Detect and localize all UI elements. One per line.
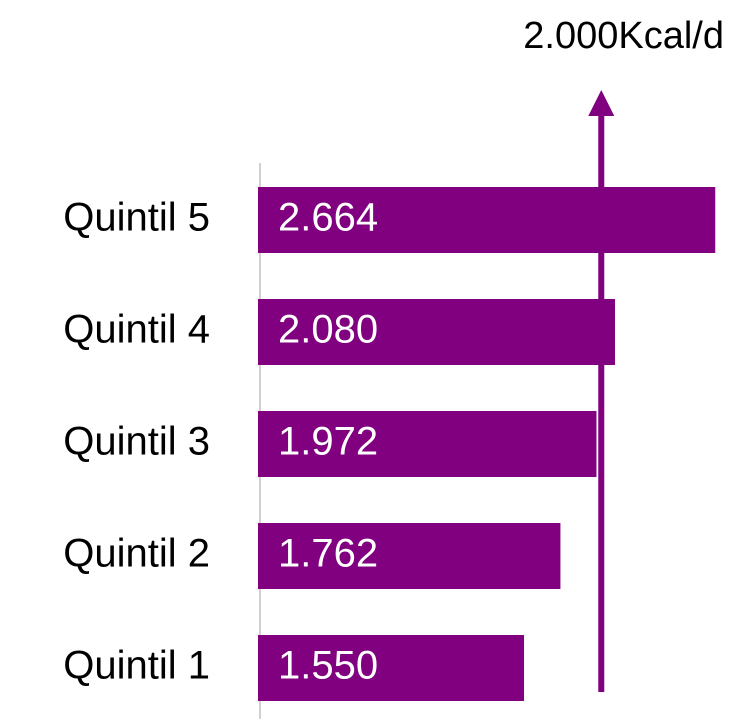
reference-label: 2.000Kcal/d [523, 15, 724, 57]
category-label: Quintil 2 [63, 532, 210, 576]
value-label: 1.972 [278, 420, 378, 464]
value-label: 2.664 [278, 196, 378, 240]
category-label: Quintil 4 [63, 308, 210, 352]
category-label: Quintil 3 [63, 420, 210, 464]
bar [258, 523, 561, 589]
bar [258, 187, 716, 253]
bar [258, 411, 597, 477]
value-label: 2.080 [278, 308, 378, 352]
value-label: 1.762 [278, 532, 378, 576]
bar [258, 635, 525, 701]
category-label: Quintil 1 [63, 644, 210, 688]
reference-arrow [588, 90, 615, 116]
bar [258, 299, 616, 365]
category-label: Quintil 5 [63, 196, 210, 240]
value-label: 1.550 [278, 644, 378, 688]
